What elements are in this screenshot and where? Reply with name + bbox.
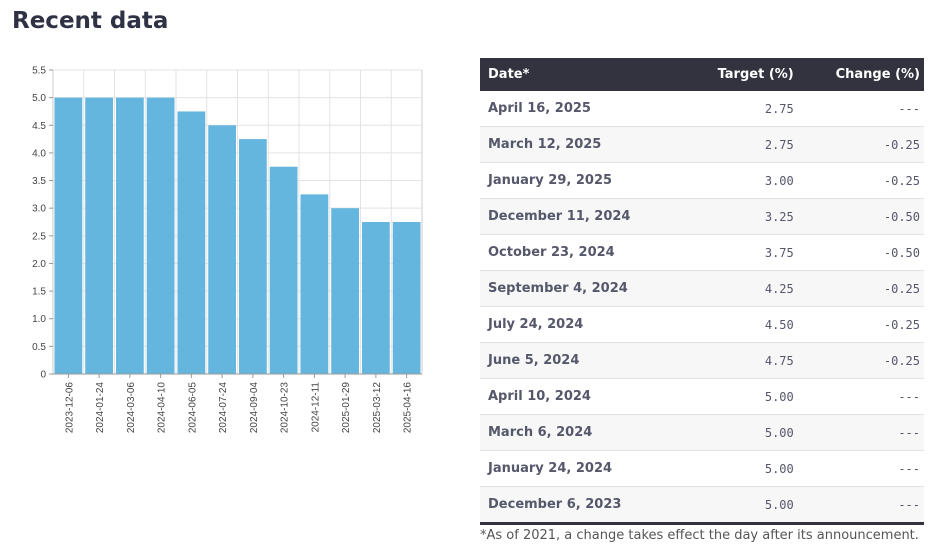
footnote: *As of 2021, a change takes effect the d… [480,528,919,543]
row-date: April 10, 2024 [480,378,683,415]
row-target: 5.00 [682,450,798,487]
table-row: April 10, 2024 5.00 --- [480,378,924,415]
header-target: Target (%) [682,58,798,91]
row-change: -0.50 [797,234,924,271]
table-row: October 23, 2024 3.75 -0.50 [480,234,924,271]
rates-table: Date* Target (%) Change (%) April 16, 20… [480,58,924,525]
y-tick-label: 1.0 [32,314,46,325]
row-target: 5.00 [682,414,798,451]
table-row: March 12, 2025 2.75 -0.25 [480,126,924,163]
bar [116,97,144,375]
row-target: 2.75 [682,91,798,127]
row-date: December 11, 2024 [480,198,683,235]
table-row: December 6, 2023 5.00 --- [480,486,924,525]
row-date: June 5, 2024 [480,342,683,379]
row-change: -0.25 [797,270,924,307]
x-tick-label: 2024-03-06 [126,382,137,434]
x-tick-label: 2025-04-16 [403,382,414,434]
y-tick-label: 3.5 [32,176,46,187]
row-target: 3.00 [682,162,798,199]
row-change: -0.25 [797,306,924,343]
x-tick-label: 2025-03-12 [372,382,383,434]
x-tick-label: 2024-09-04 [249,382,260,434]
header-change: Change (%) [797,58,924,91]
bar [362,222,390,374]
y-tick-label: 3.0 [32,204,46,215]
table-row: June 5, 2024 4.75 -0.25 [480,342,924,379]
bar [85,97,113,375]
row-change: --- [797,486,924,525]
row-change: -0.25 [797,126,924,163]
row-date: April 16, 2025 [480,91,683,127]
row-change: -0.25 [797,162,924,199]
y-tick-label: 0 [40,370,46,381]
header-date: Date* [480,58,683,91]
y-tick-label: 4.0 [32,148,46,159]
row-change: --- [797,378,924,415]
bar [269,166,298,374]
x-tick-label: 2024-01-24 [95,382,106,434]
table-row: April 16, 2025 2.75 --- [480,91,924,127]
y-tick-label: 5.5 [32,66,46,77]
table-row: December 11, 2024 3.25 -0.50 [480,198,924,235]
bar [300,194,329,374]
table-row: September 4, 2024 4.25 -0.25 [480,270,924,307]
y-tick-label: 2.5 [32,231,46,242]
row-target: 4.50 [682,306,798,343]
row-change: --- [797,91,924,127]
row-date: July 24, 2024 [480,306,683,343]
x-tick-label: 2023-12-06 [64,382,75,434]
row-date: October 23, 2024 [480,234,683,271]
row-target: 5.00 [682,378,798,415]
row-change: -0.50 [797,198,924,235]
row-date: September 4, 2024 [480,270,683,307]
row-target: 5.00 [682,486,798,525]
row-date: January 29, 2025 [480,162,683,199]
y-tick-label: 0.5 [32,342,46,353]
x-tick-label: 2024-06-05 [187,382,198,434]
bar [177,111,206,375]
y-tick-label: 1.5 [32,287,46,298]
row-target: 4.25 [682,270,798,307]
row-change: --- [797,414,924,451]
row-date: March 12, 2025 [480,126,683,163]
table-row: March 6, 2024 5.00 --- [480,414,924,451]
bar [239,139,267,374]
bar [392,222,421,374]
y-tick-label: 4.5 [32,121,46,132]
row-change: --- [797,450,924,487]
table-row: January 24, 2024 5.00 --- [480,450,924,487]
row-target: 3.75 [682,234,798,271]
y-tick-label: 5.0 [32,93,46,104]
row-change: -0.25 [797,342,924,379]
row-target: 4.75 [682,342,798,379]
y-tick-label: 2.0 [32,259,46,270]
bar [208,125,236,374]
x-tick-label: 2024-12-11 [310,382,321,433]
row-date: January 24, 2024 [480,450,683,487]
x-tick-label: 2024-10-23 [280,382,291,434]
bar-chart: 0 0.5 1.0 1.5 2.0 2.5 3.0 3.5 4.0 4.5 5.0 5.5 2023-1… [32,66,423,434]
section-title: Recent data [12,8,169,34]
x-tick-label: 2024-07-24 [218,382,229,434]
bar [331,208,359,374]
row-date: December 6, 2023 [480,486,683,525]
row-target: 2.75 [682,126,798,163]
bar [146,97,175,375]
table-row: January 29, 2025 3.00 -0.25 [480,162,924,199]
table-row: July 24, 2024 4.50 -0.25 [480,306,924,343]
table-header-row: Date* Target (%) Change (%) [480,58,924,91]
rates-table-container: Date* Target (%) Change (%) April 16, 20… [480,58,924,525]
x-tick-label: 2025-01-29 [341,382,352,434]
bar [54,97,83,375]
row-target: 3.25 [682,198,798,235]
row-date: March 6, 2024 [480,414,683,451]
x-tick-label: 2024-04-10 [157,382,168,434]
